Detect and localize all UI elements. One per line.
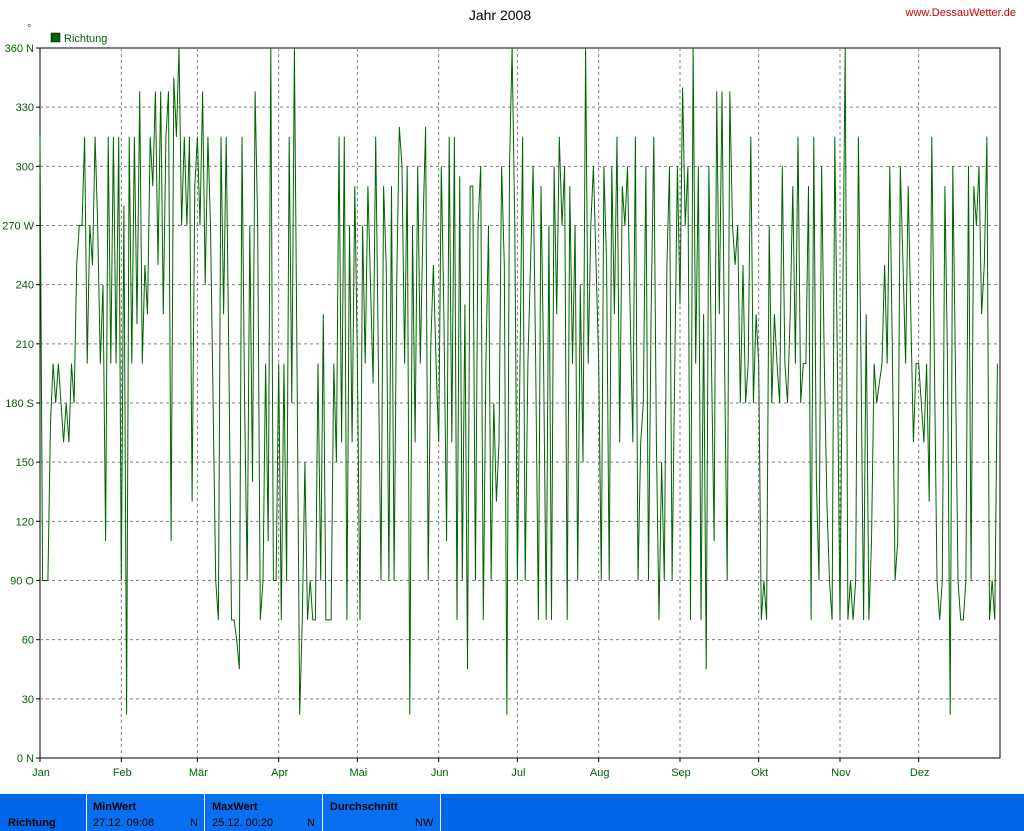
stats-avg-direction: NW <box>415 817 434 829</box>
stats-bar: Richtung MinWert 27.12. 09:08 N MaxWert … <box>0 794 1024 831</box>
x-tick-label: Nov <box>831 767 851 779</box>
x-tick-label: Apr <box>271 767 288 779</box>
stats-min-label: MinWert <box>93 801 137 813</box>
y-tick-label: 240 <box>16 280 34 292</box>
y-tick-label: 270 W <box>2 221 34 233</box>
y-tick-label: 300 <box>16 161 34 173</box>
y-tick-label: 360 N <box>5 43 34 55</box>
y-tick-label: 330 <box>16 102 34 114</box>
x-tick-label: Sep <box>671 767 691 779</box>
x-tick-label: Feb <box>113 767 132 779</box>
y-tick-label: 30 <box>22 694 34 706</box>
x-tick-label: Mär <box>189 767 208 779</box>
stats-max-cell: MaxWert 25.12. 00:20 N <box>205 794 323 831</box>
y-tick-label: 0 N <box>17 753 34 765</box>
stats-max-direction: N <box>307 817 315 829</box>
stats-row-header: Richtung <box>0 794 87 831</box>
stats-min-cell: MinWert 27.12. 09:08 N <box>87 794 205 831</box>
x-axis-ticks: Jan Feb Mär Apr Mai Jun Jul Aug Sep Okt Nov Dez <box>32 758 929 779</box>
site-link[interactable]: www.DessauWetter.de <box>905 7 1016 19</box>
stats-avg-cell: Durchschnitt NW <box>323 794 441 831</box>
x-tick-label: Jan <box>32 767 50 779</box>
x-tick-label: Dez <box>910 767 930 779</box>
x-tick-label: Mai <box>350 767 368 779</box>
x-tick-label: Aug <box>590 767 610 779</box>
stats-min-value: 27.12. 09:08 <box>93 817 155 829</box>
y-unit-symbol: ° <box>27 23 31 35</box>
y-tick-label: 90 O <box>10 576 34 588</box>
stats-max-label: MaxWert <box>212 801 258 813</box>
x-tick-label: Jun <box>431 767 449 779</box>
legend-label: Richtung <box>64 33 107 45</box>
chart: Jahr 2008 www.DessauWetter.de ° Richtung… <box>2 7 1016 779</box>
stats-row-label: Richtung <box>8 817 56 829</box>
series-line-richtung <box>39 47 998 715</box>
stats-max-value: 25.12. 00:20 <box>212 817 274 829</box>
chart-title: Jahr 2008 <box>469 7 531 23</box>
y-tick-label: 210 <box>16 339 34 351</box>
stats-avg-label: Durchschnitt <box>330 801 398 813</box>
y-axis-ticks: 0 N 30 60 90 O 120 150 180 S 210 240 270 W 300 330 3… <box>2 43 40 765</box>
y-tick-label: 150 <box>16 457 34 469</box>
y-tick-label: 60 <box>22 635 34 647</box>
x-tick-label: Jul <box>511 767 525 779</box>
y-tick-label: 120 <box>16 516 34 528</box>
x-tick-label: Okt <box>751 767 768 779</box>
stats-min-direction: N <box>190 817 198 829</box>
y-tick-label: 180 S <box>5 398 34 410</box>
legend-swatch <box>50 32 61 43</box>
